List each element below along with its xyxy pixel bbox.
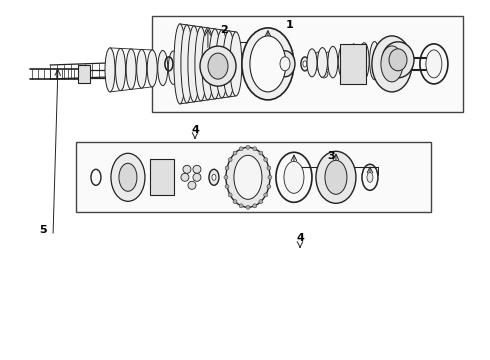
Ellipse shape — [216, 30, 228, 98]
Ellipse shape — [188, 26, 200, 102]
Ellipse shape — [137, 49, 147, 88]
Ellipse shape — [303, 61, 307, 67]
Ellipse shape — [359, 43, 369, 79]
Text: 1: 1 — [286, 20, 294, 30]
Ellipse shape — [234, 155, 262, 199]
Ellipse shape — [195, 27, 207, 101]
Ellipse shape — [267, 166, 271, 170]
Ellipse shape — [212, 174, 216, 180]
Ellipse shape — [313, 62, 321, 70]
Ellipse shape — [230, 32, 242, 96]
Ellipse shape — [105, 48, 115, 92]
Ellipse shape — [307, 49, 317, 77]
Ellipse shape — [179, 51, 189, 83]
Ellipse shape — [181, 173, 189, 181]
Ellipse shape — [325, 52, 333, 60]
Ellipse shape — [369, 41, 380, 80]
Ellipse shape — [349, 44, 359, 79]
Ellipse shape — [382, 42, 414, 78]
Ellipse shape — [174, 24, 186, 104]
Ellipse shape — [280, 57, 290, 71]
Ellipse shape — [316, 151, 356, 203]
Ellipse shape — [225, 166, 229, 170]
Ellipse shape — [209, 169, 219, 185]
Ellipse shape — [239, 204, 243, 208]
Ellipse shape — [225, 185, 229, 189]
Ellipse shape — [126, 49, 136, 89]
Ellipse shape — [202, 28, 214, 100]
Text: 3: 3 — [327, 151, 335, 161]
Bar — [78, 65, 90, 83]
Ellipse shape — [389, 49, 407, 71]
Ellipse shape — [208, 53, 228, 79]
Ellipse shape — [264, 193, 268, 197]
Ellipse shape — [209, 29, 221, 99]
Ellipse shape — [250, 36, 286, 92]
Ellipse shape — [338, 45, 348, 78]
Ellipse shape — [264, 158, 268, 162]
Ellipse shape — [190, 52, 199, 82]
Bar — [340, 44, 366, 84]
Ellipse shape — [188, 181, 196, 189]
Ellipse shape — [246, 145, 250, 149]
Ellipse shape — [325, 62, 333, 70]
Ellipse shape — [275, 51, 295, 77]
Ellipse shape — [193, 165, 201, 173]
Ellipse shape — [158, 50, 168, 86]
Ellipse shape — [320, 70, 328, 78]
Ellipse shape — [200, 46, 236, 86]
Ellipse shape — [200, 53, 210, 81]
Ellipse shape — [223, 31, 235, 97]
Ellipse shape — [259, 151, 263, 155]
Ellipse shape — [226, 147, 270, 207]
Ellipse shape — [259, 199, 263, 203]
Ellipse shape — [111, 153, 145, 201]
Ellipse shape — [228, 193, 232, 197]
Ellipse shape — [381, 46, 403, 82]
Bar — [108, 68, 113, 80]
Ellipse shape — [253, 204, 257, 208]
Ellipse shape — [183, 165, 191, 173]
Bar — [152, 16, 463, 112]
Ellipse shape — [239, 147, 243, 151]
Ellipse shape — [328, 46, 338, 78]
Ellipse shape — [228, 158, 232, 162]
Ellipse shape — [301, 57, 309, 71]
Ellipse shape — [116, 48, 125, 91]
Ellipse shape — [224, 175, 228, 179]
Text: 4: 4 — [191, 125, 199, 135]
Text: 2: 2 — [220, 25, 228, 35]
Ellipse shape — [367, 172, 373, 182]
Ellipse shape — [181, 25, 193, 103]
Ellipse shape — [233, 199, 237, 203]
Ellipse shape — [325, 160, 347, 194]
Ellipse shape — [267, 185, 271, 189]
Ellipse shape — [315, 52, 323, 60]
Ellipse shape — [119, 163, 137, 191]
Ellipse shape — [233, 151, 237, 155]
Ellipse shape — [246, 205, 250, 209]
Ellipse shape — [268, 175, 272, 179]
Text: 5: 5 — [39, 225, 47, 235]
Ellipse shape — [284, 161, 304, 193]
Ellipse shape — [318, 48, 327, 77]
Ellipse shape — [169, 51, 178, 84]
Ellipse shape — [253, 147, 257, 151]
Ellipse shape — [380, 40, 390, 80]
Bar — [150, 159, 174, 195]
Ellipse shape — [147, 50, 157, 87]
Ellipse shape — [426, 50, 442, 78]
Text: 4: 4 — [296, 233, 304, 243]
Ellipse shape — [242, 28, 294, 100]
Bar — [76, 142, 431, 212]
Ellipse shape — [193, 173, 201, 181]
Ellipse shape — [372, 36, 412, 92]
